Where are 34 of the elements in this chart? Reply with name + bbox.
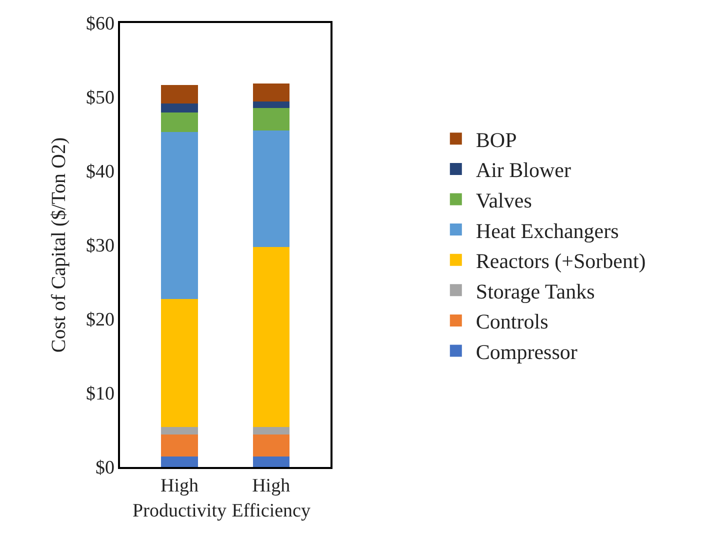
legend-label: Valves [476, 188, 532, 212]
bar [252, 247, 290, 428]
bar [252, 434, 290, 457]
y-tick-label: $60 [86, 14, 114, 35]
y-tick-label: $10 [86, 384, 114, 405]
y-tick-label: $20 [86, 310, 114, 331]
bar [161, 104, 198, 113]
legend-label: Compressor [476, 340, 578, 364]
legend-label: Air Blower [476, 158, 571, 182]
legend-label: Storage Tanks [476, 279, 595, 304]
bar [161, 132, 198, 300]
y-tick-label: $40 [86, 162, 114, 183]
y-axis-title: Cost of Capital ($/Ton O2) [48, 137, 70, 353]
legend-label: Controls [476, 310, 548, 334]
bar [161, 434, 198, 457]
bar [252, 130, 290, 248]
bar [161, 85, 198, 104]
legend-label: BOP [476, 128, 517, 152]
y-tick-label: $0 [95, 458, 114, 479]
bar [252, 84, 290, 102]
bar [161, 299, 198, 428]
legend-label: Reactors (+Sorbent) [476, 249, 646, 274]
legend-label: Heat Exchangers [476, 218, 619, 243]
bar [252, 456, 290, 467]
x-tick-label: High Productivity [132, 476, 227, 522]
bar [252, 427, 290, 434]
bar [161, 427, 198, 434]
bar [161, 456, 198, 467]
bar [161, 112, 198, 132]
bar [252, 101, 290, 108]
bar [252, 108, 290, 130]
y-tick-label: $30 [86, 236, 114, 257]
x-tick-label: High Efficiency [232, 476, 311, 522]
y-tick-label: $50 [86, 88, 114, 109]
